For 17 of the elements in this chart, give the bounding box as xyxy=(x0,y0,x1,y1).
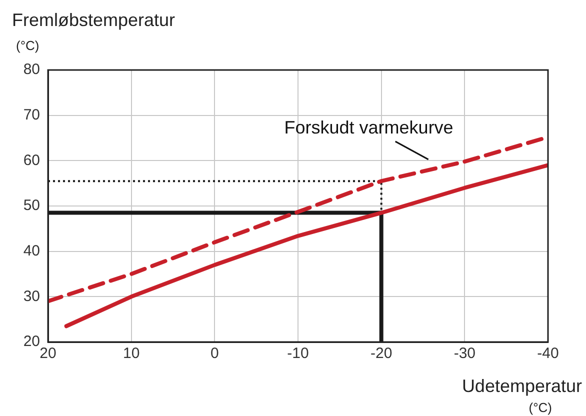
y-tick-label: 40 xyxy=(23,242,40,260)
y-tick-label: 30 xyxy=(23,288,40,305)
x-tick-label: 10 xyxy=(122,345,140,362)
y-tick-label: 60 xyxy=(23,152,40,169)
y-tick-label: 70 xyxy=(23,106,40,124)
y-tick-label: 80 xyxy=(23,61,40,78)
x-axis-title: Udetemperatur (°C) xyxy=(462,376,582,415)
x-tick-label: -10 xyxy=(287,345,309,362)
y-axis-title: Fremløbstemperatur (°C) xyxy=(12,10,176,53)
x-tick-label: 0 xyxy=(210,345,219,362)
annotation: Forskudt varmekurve xyxy=(284,117,454,138)
y-tick-label: 20 xyxy=(23,333,40,350)
x-tick-label: -40 xyxy=(537,345,559,362)
x-tick-label: -20 xyxy=(370,345,392,362)
y-tick-label: 50 xyxy=(23,197,40,214)
x-tick-label: -30 xyxy=(454,345,476,362)
x-tick-label: 20 xyxy=(40,345,56,362)
